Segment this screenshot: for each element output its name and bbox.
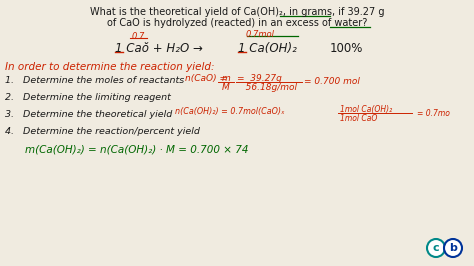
Text: m(Ca(OH)₂) = n(Ca(OH)₂) · M = 0.700 × 74: m(Ca(OH)₂) = n(Ca(OH)₂) · M = 0.700 × 74 — [25, 145, 248, 155]
Text: M: M — [222, 83, 230, 92]
Text: m: m — [222, 74, 230, 83]
Text: 3.   Determine the theoretical yield: 3. Determine the theoretical yield — [5, 110, 172, 119]
Text: = 0.7mo: = 0.7mo — [417, 109, 450, 118]
Text: b: b — [449, 243, 457, 253]
Circle shape — [427, 239, 445, 257]
Text: = 0.700 mol: = 0.700 mol — [304, 77, 360, 86]
Text: of CaO is hydrolyzed (reacted) in an excess of water?: of CaO is hydrolyzed (reacted) in an exc… — [107, 18, 367, 28]
Text: 1mol CaO: 1mol CaO — [340, 114, 377, 123]
Text: In order to determine the reaction yield:: In order to determine the reaction yield… — [5, 62, 215, 72]
Text: 1 Caŏ + H₂O →: 1 Caŏ + H₂O → — [115, 42, 203, 55]
Circle shape — [444, 239, 462, 257]
Text: 1mol Ca(OH)₂: 1mol Ca(OH)₂ — [340, 105, 392, 114]
Text: 0.7: 0.7 — [131, 32, 145, 41]
Text: 4.   Determine the reaction/percent yield: 4. Determine the reaction/percent yield — [5, 127, 200, 136]
Text: n(Ca(OH)₂) = 0.7mol(CaO)ₓ: n(Ca(OH)₂) = 0.7mol(CaO)ₓ — [175, 107, 284, 116]
Text: 100%: 100% — [330, 42, 364, 55]
Text: n(CaO) =: n(CaO) = — [185, 74, 227, 83]
Text: c: c — [433, 243, 439, 253]
Text: 2.   Determine the limiting reagent: 2. Determine the limiting reagent — [5, 93, 171, 102]
Text: 56.18g/mol: 56.18g/mol — [237, 83, 297, 92]
Text: What is the theoretical yield of Ca(OH)₂, in grams, if 39.27 g: What is the theoretical yield of Ca(OH)₂… — [90, 7, 384, 17]
Text: 1 Ca(OH)₂: 1 Ca(OH)₂ — [238, 42, 297, 55]
Text: 1.   Determine the moles of reactants: 1. Determine the moles of reactants — [5, 76, 184, 85]
Text: =  39.27g: = 39.27g — [237, 74, 282, 83]
Text: 0.7mol: 0.7mol — [246, 30, 274, 39]
